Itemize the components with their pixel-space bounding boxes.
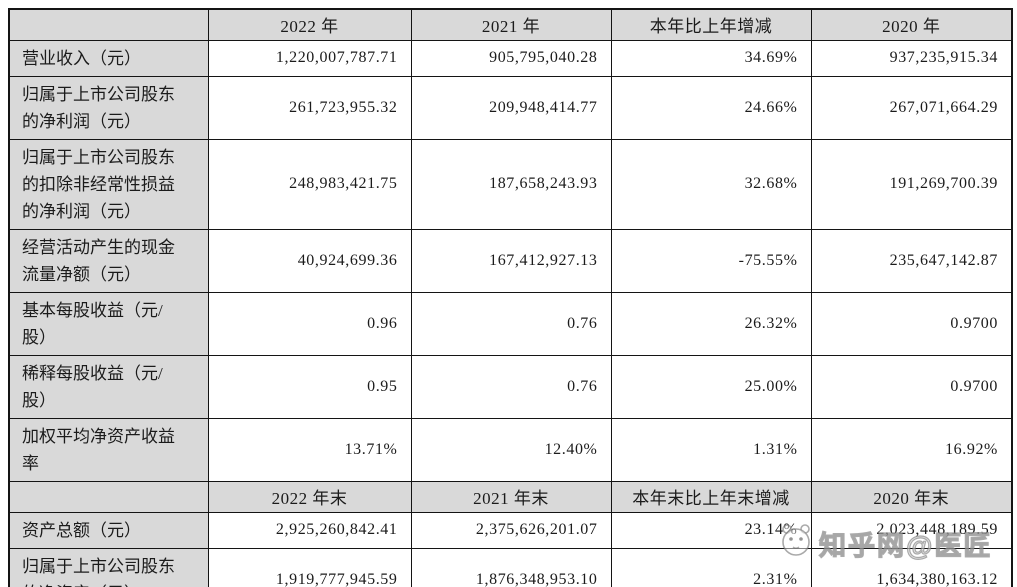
cell-value: 937,235,915.34: [810, 39, 1013, 77]
corner-cell: [8, 480, 209, 513]
cell-value: 1,220,007,787.71: [207, 39, 412, 77]
col-header-yearend-change: 本年末比上年末增减: [610, 480, 812, 513]
cell-value: 248,983,421.75: [207, 138, 412, 230]
row-label-diluted-eps: 稀释每股收益（元/ 股）: [8, 354, 209, 419]
cell-value: 0.96: [207, 291, 412, 356]
cell-value: 12.40%: [410, 417, 612, 482]
table-row: 加权平均净资产收益 率 13.71% 12.40% 1.31% 16.92%: [8, 417, 1013, 482]
row-label-total-assets: 资产总额（元）: [8, 511, 209, 549]
col-header-2022: 2022 年: [207, 8, 412, 41]
cell-value: 1.31%: [610, 417, 812, 482]
cell-value: 209,948,414.77: [410, 75, 612, 140]
cell-value: 235,647,142.87: [810, 228, 1013, 293]
table-row: 归属于上市公司股东 的净利润（元） 261,723,955.32 209,948…: [8, 75, 1013, 140]
cell-value: 905,795,040.28: [410, 39, 612, 77]
cell-value: 0.76: [410, 291, 612, 356]
row-label-net-assets: 归属于上市公司股东 的净资产（元）: [8, 547, 209, 587]
cell-value: 13.71%: [207, 417, 412, 482]
cell-value: 2,375,626,201.07: [410, 511, 612, 549]
cell-value: 1,634,380,163.12: [810, 547, 1013, 587]
cell-value: 16.92%: [810, 417, 1013, 482]
col-header-2020-end: 2020 年末: [810, 480, 1013, 513]
col-header-2020: 2020 年: [810, 8, 1013, 41]
col-header-2021-end: 2021 年末: [410, 480, 612, 513]
table-row: 营业收入（元） 1,220,007,787.71 905,795,040.28 …: [8, 39, 1013, 77]
cell-value: 25.00%: [610, 354, 812, 419]
table-row: 经营活动产生的现金 流量净额（元） 40,924,699.36 167,412,…: [8, 228, 1013, 293]
cell-value: 1,876,348,953.10: [410, 547, 612, 587]
cell-value: 40,924,699.36: [207, 228, 412, 293]
cell-value: 167,412,927.13: [410, 228, 612, 293]
cell-value: -75.55%: [610, 228, 812, 293]
cell-value: 32.68%: [610, 138, 812, 230]
row-label-net-profit: 归属于上市公司股东 的净利润（元）: [8, 75, 209, 140]
cell-value: 0.76: [410, 354, 612, 419]
cell-value: 261,723,955.32: [207, 75, 412, 140]
table-row: 2022 年 2021 年 本年比上年增减 2020 年: [8, 8, 1013, 41]
cell-value: 26.32%: [610, 291, 812, 356]
row-label-operating-cash-flow: 经营活动产生的现金 流量净额（元）: [8, 228, 209, 293]
cell-value: 267,071,664.29: [810, 75, 1013, 140]
col-header-yoy-change: 本年比上年增减: [610, 8, 812, 41]
cell-value: 187,658,243.93: [410, 138, 612, 230]
cell-value: 1,919,777,945.59: [207, 547, 412, 587]
row-label-net-profit-excl-nonrecurring: 归属于上市公司股东 的扣除非经常性损益 的净利润（元）: [8, 138, 209, 230]
corner-cell: [8, 8, 209, 41]
cell-value: 0.9700: [810, 291, 1013, 356]
col-header-2022-end: 2022 年末: [207, 480, 412, 513]
cell-value: 2.31%: [610, 547, 812, 587]
table-row: 基本每股收益（元/ 股） 0.96 0.76 26.32% 0.9700: [8, 291, 1013, 356]
cell-value: 191,269,700.39: [810, 138, 1013, 230]
table-row: 2022 年末 2021 年末 本年末比上年末增减 2020 年末: [8, 480, 1013, 513]
cell-value: 0.95: [207, 354, 412, 419]
row-label-revenue: 营业收入（元）: [8, 39, 209, 77]
table-row: 归属于上市公司股东 的扣除非经常性损益 的净利润（元） 248,983,421.…: [8, 138, 1013, 230]
cell-value: 0.9700: [810, 354, 1013, 419]
row-label-basic-eps: 基本每股收益（元/ 股）: [8, 291, 209, 356]
cell-value: 24.66%: [610, 75, 812, 140]
table-row: 稀释每股收益（元/ 股） 0.95 0.76 25.00% 0.9700: [8, 354, 1013, 419]
cell-value: 23.14%: [610, 511, 812, 549]
table-row: 归属于上市公司股东 的净资产（元） 1,919,777,945.59 1,876…: [8, 547, 1013, 587]
table-row: 资产总额（元） 2,925,260,842.41 2,375,626,201.0…: [8, 511, 1013, 549]
cell-value: 34.69%: [610, 39, 812, 77]
col-header-2021: 2021 年: [410, 8, 612, 41]
cell-value: 2,023,448,189.59: [810, 511, 1013, 549]
financial-summary-table: 2022 年 2021 年 本年比上年增减 2020 年 营业收入（元） 1,2…: [8, 8, 1013, 587]
cell-value: 2,925,260,842.41: [207, 511, 412, 549]
row-label-weighted-avg-roe: 加权平均净资产收益 率: [8, 417, 209, 482]
